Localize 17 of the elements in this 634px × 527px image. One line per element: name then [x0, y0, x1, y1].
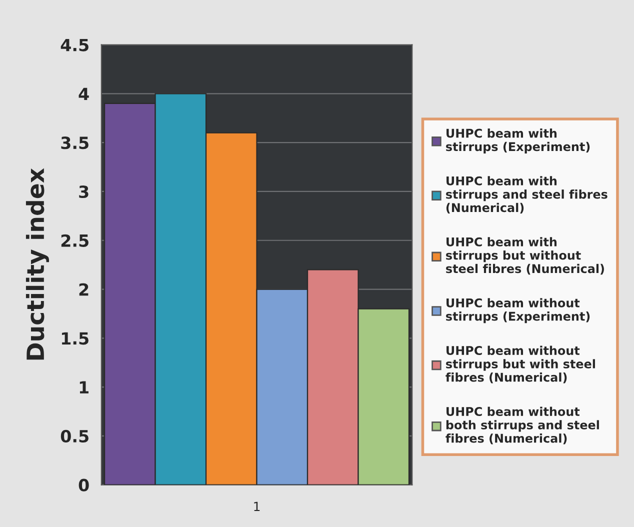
legend-label: UHPC beam with stirrups (Experiment)	[446, 128, 590, 154]
legend-label: UHPC beam without stirrups but with steel fibres (Numerical)	[446, 346, 595, 384]
y-tick-label: 3	[79, 185, 88, 198]
y-tick-label: 2	[79, 283, 88, 296]
y-tick-label: 0	[78, 478, 89, 492]
y-tick-label: 3.5	[61, 136, 88, 150]
legend-label: UHPC beam without both stirrups and steel fibres (Numerical)	[446, 406, 599, 444]
legend-label: UHPC beam with stirrups and steel fibres (Numerical)	[446, 176, 608, 214]
y-tick-label: 2.5	[61, 234, 88, 247]
y-tick-label: 0.5	[60, 430, 88, 443]
y-tick-label: 4	[78, 88, 89, 100]
legend-label: UHPC beam with stirrups but without steel fibres (Numerical)	[446, 237, 604, 275]
y-tick-label: 1.5	[62, 332, 88, 345]
y-tick-label: 4.5	[60, 38, 88, 52]
legend-label: UHPC beam without stirrups (Experiment)	[446, 298, 590, 324]
y-tick-label: 1	[80, 381, 88, 394]
y-axis-title: Ductility index	[26, 168, 49, 360]
